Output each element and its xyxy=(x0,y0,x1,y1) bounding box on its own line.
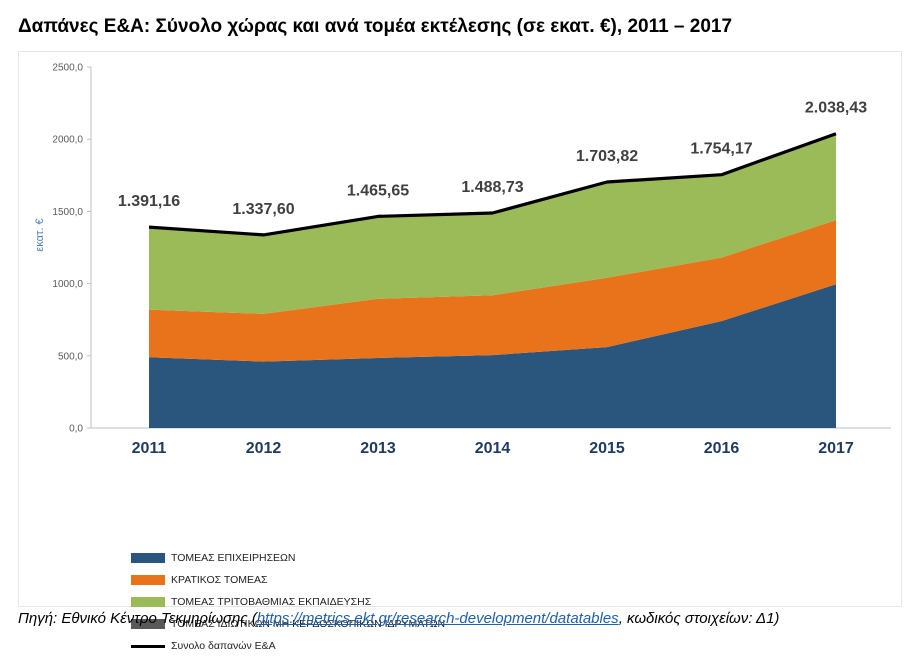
y-axis-label: εκατ. € xyxy=(34,218,46,251)
legend-swatch-higher-education xyxy=(131,597,165,607)
area-business xyxy=(149,284,836,428)
legend-swatch-government xyxy=(131,575,165,585)
legend-label-business: ΤΟΜΕΑΣ ΕΠΙΧΕΙΡΗΣΕΩΝ xyxy=(171,552,296,564)
source-note: Πηγή: Εθνικό Κέντρο Τεκμηρίωσης (https:/… xyxy=(18,610,779,627)
source-link[interactable]: https://metrics.ekt.gr/research-developm… xyxy=(256,610,619,627)
y-tick-label: 1000,0 xyxy=(52,279,83,290)
total-data-label: 2.038,43 xyxy=(805,100,867,117)
y-tick-label: 2000,0 xyxy=(52,135,83,146)
total-data-label: 1.754,17 xyxy=(690,141,752,158)
total-data-label: 1.391,16 xyxy=(118,193,180,210)
total-data-label: 1.488,73 xyxy=(461,179,523,196)
x-tick-label: 2011 xyxy=(132,440,167,457)
legend-swatch-total xyxy=(131,645,165,648)
y-tick-label: 1500,0 xyxy=(52,207,83,218)
legend-swatch-business xyxy=(131,553,165,563)
y-tick-label: 2500,0 xyxy=(52,63,83,74)
x-tick-label: 2012 xyxy=(246,440,282,457)
total-data-label: 1.337,60 xyxy=(232,201,294,218)
area-chart: 0,0 500,0 1000,0 1500,0 2000,0 2500,0 εκατ. € 1… xyxy=(34,63,891,457)
chart-panel: 0,0 500,0 1000,0 1500,0 2000,0 2500,0 εκατ. € 1… xyxy=(18,51,902,652)
y-tick-label: 500,0 xyxy=(58,351,83,362)
y-tick-label: 0,0 xyxy=(69,424,83,435)
legend-label-total: Συνολο δαπανών Ε&Α xyxy=(171,640,276,652)
x-tick-label: 2015 xyxy=(589,440,625,457)
x-tick-label: 2017 xyxy=(818,440,854,457)
legend-label-government: ΚΡΑΤΙΚΟΣ ΤΟΜΕΑΣ xyxy=(171,574,268,586)
x-tick-label: 2013 xyxy=(360,440,396,457)
chart-title: Δαπάνες Ε&Α: Σύνολο χώρας και ανά τομέα … xyxy=(18,16,733,37)
area-government xyxy=(149,220,836,362)
legend-label-private-nonprofit: ΤΟΜΕΑΣ ΙΔΙΩΤΙΚΩΝ ΜΗ ΚΕΡΔΟΣΚΟΠΙΚΩΝ ΙΔΡΥΜΑ… xyxy=(171,618,446,630)
total-data-label: 1.703,82 xyxy=(576,148,638,165)
source-suffix: , κωδικός στοιχείων: Δ1) xyxy=(618,610,780,627)
total-data-label: 1.465,65 xyxy=(347,182,409,199)
source-prefix: Πηγή: Εθνικό Κέντρο Τεκμηρίωσης ( xyxy=(18,610,257,627)
legend-swatch-private-nonprofit xyxy=(131,619,165,629)
total-line xyxy=(148,132,837,237)
x-tick-label: 2014 xyxy=(475,440,511,457)
legend-label-higher-education: ΤΟΜΕΑΣ ΤΡΙΤΟΒΑΘΜΙΑΣ ΕΚΠΑΙΔΕΥΣΗΣ xyxy=(171,596,372,608)
x-tick-label: 2016 xyxy=(704,440,740,457)
